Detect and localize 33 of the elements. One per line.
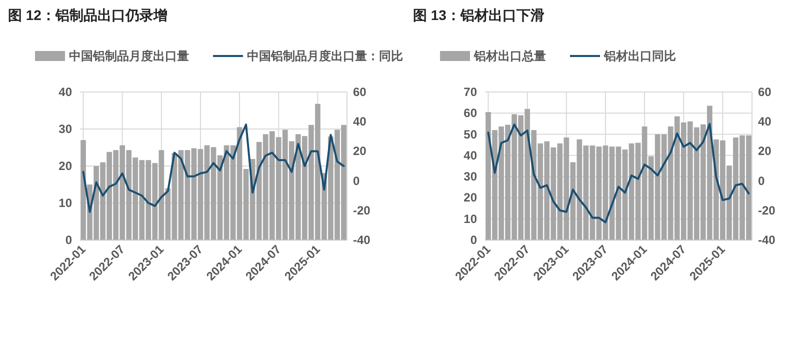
y2-tick-label: -40 <box>758 233 776 247</box>
line-series <box>487 122 750 224</box>
y2-tick-label: 60 <box>758 85 772 99</box>
y-tick-label: 20 <box>58 159 72 173</box>
y-tick-label: 10 <box>464 212 478 226</box>
y-tick-label: 40 <box>464 148 478 162</box>
y2-tick-label: 20 <box>353 144 367 158</box>
y2-tick-label: 60 <box>353 85 367 99</box>
y-tick-label: 50 <box>464 127 478 142</box>
y-tick-label: 0 <box>65 233 72 247</box>
y2-tick-label: -20 <box>353 203 371 218</box>
line-series <box>82 124 345 213</box>
y-tick-label: 30 <box>58 122 72 136</box>
y2-tick-label: 40 <box>353 114 367 129</box>
y2-tick-label: 20 <box>758 144 772 158</box>
y-tick-label: 20 <box>464 190 478 205</box>
y-tick-label: 40 <box>58 85 72 99</box>
y2-tick-label: -40 <box>353 233 371 247</box>
y-tick-label: 0 <box>470 233 478 247</box>
chart-title: 图 12：铝制品出口仍录增 <box>8 7 168 23</box>
legend-label: 铝材出口同比 <box>603 49 676 63</box>
y-tick-label: 30 <box>464 170 478 184</box>
y2-tick-label: 0 <box>758 174 765 188</box>
legend-label: 铝材出口总量 <box>473 49 546 63</box>
legend-label: 中国铝制品月度出口量 <box>69 49 189 63</box>
chart-title: 图 13：铝材出口下滑 <box>413 7 544 23</box>
y-tick-label: 10 <box>58 196 72 210</box>
y2-tick-label: 40 <box>758 114 772 129</box>
y-tick-label: 70 <box>464 85 478 99</box>
y2-tick-label: -20 <box>758 203 776 218</box>
y2-tick-label: 0 <box>353 174 360 188</box>
y-tick-label: 60 <box>464 106 478 120</box>
legend-label: 中国铝制品月度出口量：同比 <box>247 49 403 63</box>
